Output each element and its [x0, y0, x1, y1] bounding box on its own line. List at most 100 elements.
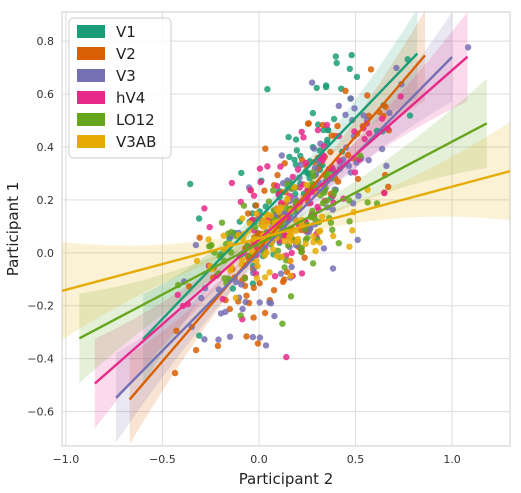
data-point-hv4 — [366, 130, 373, 137]
data-point-v1 — [293, 147, 300, 154]
data-point-v3 — [386, 109, 393, 117]
data-point-v3 — [360, 112, 367, 119]
data-point-hv4 — [257, 178, 264, 186]
data-point-v2 — [304, 120, 312, 127]
x-tick-label: −1.0 — [53, 453, 80, 466]
data-point-v3ab — [302, 240, 309, 247]
data-point-v3 — [242, 298, 249, 306]
data-point-v3 — [351, 105, 358, 112]
data-point-v3ab — [232, 294, 239, 301]
data-point-v3ab — [205, 236, 212, 243]
data-point-v3ab — [284, 196, 291, 203]
data-point-hv4 — [228, 179, 236, 187]
data-point-v3 — [249, 333, 257, 341]
data-point-v3ab — [193, 257, 201, 265]
data-point-v2 — [270, 287, 278, 294]
data-point-v1 — [292, 190, 299, 198]
data-point-lo12 — [335, 240, 342, 247]
data-point-v3ab — [287, 238, 294, 245]
data-point-v3 — [347, 95, 355, 102]
data-point-v2 — [192, 346, 200, 354]
data-point-lo12 — [207, 242, 214, 250]
y-tick-label: 0.4 — [37, 141, 55, 154]
data-point-v3ab — [266, 269, 273, 276]
data-point-lo12 — [228, 249, 235, 256]
data-point-v3ab — [254, 262, 261, 270]
data-point-v1 — [333, 59, 340, 67]
data-point-lo12 — [310, 173, 317, 180]
data-point-hv4 — [314, 126, 322, 134]
data-point-v2 — [364, 92, 371, 99]
data-point-v3 — [232, 278, 240, 286]
regression-lines — [62, 52, 510, 401]
data-point-v2 — [328, 132, 335, 139]
legend-swatch-hv4 — [77, 91, 105, 104]
data-point-hv4 — [289, 173, 296, 181]
data-point-hv4 — [274, 182, 281, 190]
data-point-v2 — [256, 280, 263, 287]
data-point-v2 — [274, 171, 281, 179]
legend-swatch-v2 — [77, 47, 105, 60]
data-point-v2 — [327, 148, 334, 156]
data-point-v1 — [187, 180, 194, 188]
data-point-v3 — [329, 206, 336, 213]
data-point-v2 — [301, 254, 308, 261]
data-point-v2 — [354, 175, 362, 183]
data-point-v3 — [288, 263, 295, 271]
data-point-hv4 — [361, 135, 368, 143]
data-point-v3 — [237, 281, 245, 288]
data-point-v2 — [252, 202, 260, 209]
data-point-v2 — [196, 234, 203, 241]
data-point-v1 — [238, 169, 245, 177]
x-axis-ticks: −1.0 −0.5 0.0 0.5 1.0 — [53, 453, 461, 466]
data-point-lo12 — [218, 219, 226, 226]
data-point-v3 — [217, 310, 225, 317]
data-point-hv4 — [201, 205, 208, 212]
data-point-v1 — [196, 332, 203, 339]
data-point-v1 — [332, 53, 339, 60]
data-point-v1 — [195, 215, 203, 222]
legend-label-v3: V3 — [116, 67, 136, 85]
data-point-v3 — [215, 336, 222, 343]
data-point-v1 — [353, 73, 361, 81]
y-tick-label: 0.2 — [37, 194, 55, 207]
data-point-v3ab — [253, 274, 260, 282]
data-point-v3 — [342, 111, 349, 119]
data-point-lo12 — [302, 226, 309, 233]
data-point-hv4 — [256, 165, 264, 172]
data-point-v3 — [383, 162, 390, 169]
data-point-lo12 — [287, 293, 295, 300]
data-point-v3ab — [303, 181, 310, 189]
legend-swatch-v1 — [77, 25, 105, 38]
data-point-v1 — [406, 112, 414, 119]
data-point-lo12 — [269, 187, 277, 194]
data-point-v2 — [243, 333, 250, 340]
data-point-v1 — [313, 84, 320, 92]
data-point-hv4 — [250, 192, 258, 199]
data-point-hv4 — [381, 189, 388, 197]
data-point-v2 — [262, 145, 269, 152]
data-point-v2 — [254, 340, 262, 347]
y-tick-label: 0.0 — [37, 247, 55, 260]
data-point-v1 — [324, 136, 331, 144]
data-point-v3ab — [269, 246, 277, 253]
data-point-v3ab — [220, 232, 227, 239]
data-point-v1 — [348, 51, 355, 59]
data-point-v3 — [239, 305, 246, 313]
data-point-v2 — [173, 327, 180, 334]
data-point-v3 — [393, 64, 400, 72]
data-point-v2 — [344, 151, 352, 159]
data-point-v1 — [286, 153, 293, 161]
data-point-v1 — [292, 136, 300, 143]
data-point-v2 — [244, 210, 252, 217]
legend-label-hv4: hV4 — [116, 89, 145, 107]
data-point-hv4 — [298, 128, 305, 136]
data-point-lo12 — [265, 198, 273, 205]
data-point-v2 — [250, 284, 257, 291]
data-point-lo12 — [241, 275, 249, 282]
data-point-v1 — [285, 133, 292, 141]
data-point-hv4 — [288, 249, 295, 257]
data-point-v3ab — [294, 235, 302, 243]
data-point-hv4 — [336, 157, 343, 164]
regression-line-v2 — [128, 54, 426, 401]
